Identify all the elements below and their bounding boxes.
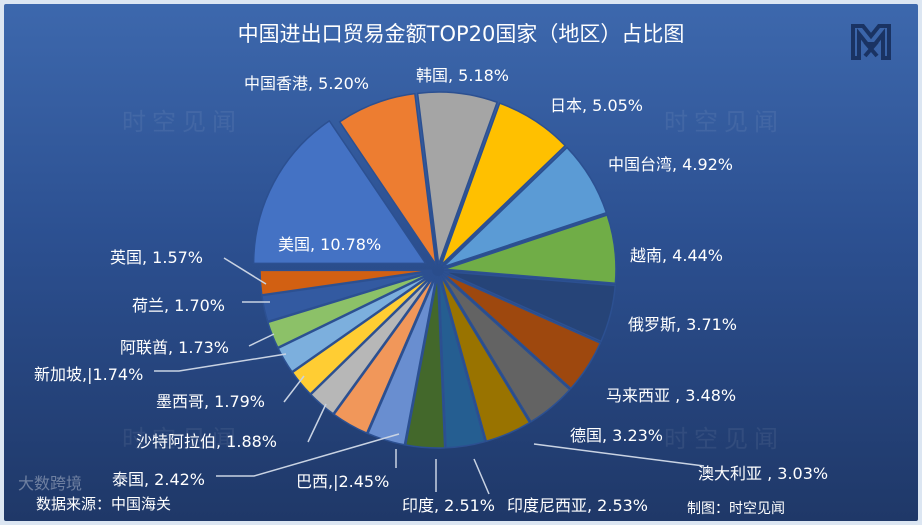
background-watermark: 时空见闻 <box>122 425 242 453</box>
data-label-美国: 美国, 10.78% <box>278 235 382 254</box>
data-label-新加坡: 新加坡,|1.74% <box>34 365 144 384</box>
pie-slice-墨西哥 <box>291 273 434 395</box>
pie-slice-美国 <box>252 119 428 265</box>
background-watermark: 时空见闻 <box>664 425 784 453</box>
data-label-马来西亚: 马来西亚 , 3.48% <box>606 386 737 405</box>
data-label-澳大利亚: 澳大利亚 , 3.03% <box>698 464 829 483</box>
data-label-英国: 英国, 1.57% <box>110 248 204 267</box>
data-label-俄罗斯: 俄罗斯, 3.71% <box>628 315 738 334</box>
data-label-阿联酋: 阿联酋, 1.73% <box>120 338 230 357</box>
pie-chart <box>154 91 705 495</box>
data-label-沙特阿拉伯: 沙特阿拉伯, 1.88% <box>136 432 278 451</box>
leader-line <box>307 403 327 443</box>
brand-logo <box>851 24 891 60</box>
leader-line <box>216 433 400 477</box>
leader-line <box>283 375 305 403</box>
pie-slice-俄罗斯 <box>443 270 617 343</box>
leader-line <box>154 353 287 372</box>
chart-frame: 中国进出口贸易金额TOP20国家（地区）占比图 时空见闻 时空见闻 时空见闻 时… <box>4 4 918 521</box>
pie-slice-英国 <box>259 269 433 296</box>
pie-slice-印度 <box>404 275 446 449</box>
pie-slice-德国 <box>441 274 571 423</box>
data-label-印度尼西亚: 印度尼西亚, 2.53% <box>507 496 649 515</box>
leader-line <box>533 443 705 467</box>
leader-line <box>223 257 267 285</box>
data-label-泰国: 泰国, 2.42% <box>112 470 206 489</box>
pie-slice-越南 <box>443 214 617 285</box>
data-label-中国台湾: 中国台湾, 4.92% <box>608 155 734 174</box>
pie-slice-泰国 <box>332 274 436 435</box>
pie-slice-巴西 <box>366 275 437 446</box>
background-watermark: 时空见闻 <box>122 108 242 136</box>
pie-slice-新加坡 <box>277 272 434 373</box>
data-source: 数据来源：中国海关 <box>36 495 172 513</box>
data-label-荷兰: 荷兰, 1.70% <box>132 296 226 315</box>
data-label-越南: 越南, 4.44% <box>630 246 724 265</box>
chart-title: 中国进出口贸易金额TOP20国家（地区）占比图 <box>237 22 685 46</box>
data-label-韩国: 韩国, 5.18% <box>416 66 510 85</box>
pie-slice-马来西亚 <box>442 272 602 390</box>
data-label-墨西哥: 墨西哥, 1.79% <box>156 392 266 411</box>
pie-slice-日本 <box>440 102 567 266</box>
data-label-中国香港: 中国香港, 5.20% <box>244 74 370 93</box>
data-label-巴西: 巴西,|2.45% <box>296 472 390 491</box>
pie-slice-荷兰 <box>261 270 433 323</box>
pie-slice-中国台湾 <box>442 146 608 268</box>
pie-slice-澳大利亚 <box>439 275 531 443</box>
data-label-日本: 日本, 5.05% <box>550 96 644 115</box>
leader-line <box>473 458 490 495</box>
chart-credit: 制图：时空见闻 <box>687 501 785 517</box>
pie-slice-中国香港 <box>338 92 437 265</box>
pie-slice-沙特阿拉伯 <box>309 274 435 415</box>
corner-watermark: 大数跨境 <box>18 474 83 493</box>
background-watermark: 时空见闻 <box>664 108 784 136</box>
data-label-德国: 德国, 3.23% <box>570 426 664 445</box>
data-label-印度: 印度, 2.51% <box>402 496 496 515</box>
leader-line <box>248 333 275 347</box>
pie-slice-韩国 <box>416 91 499 265</box>
pie-slice-印度尼西亚 <box>438 275 486 449</box>
